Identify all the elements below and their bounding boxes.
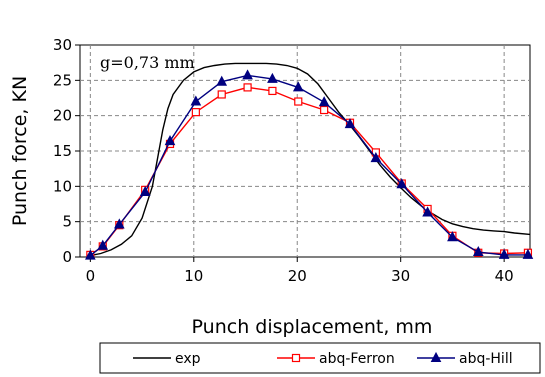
y-tick-label: 5 (62, 213, 72, 231)
y-tick-label: 10 (53, 177, 72, 195)
y-axis-title: Punch force, KN (9, 76, 31, 226)
series-layer (85, 62, 534, 260)
y-tick-labels: 0 5 10 15 20 25 30 (53, 36, 80, 266)
data-point-abq-hill (318, 96, 330, 107)
data-point-abq-hill (242, 69, 253, 80)
legend-label: abq-Hill (459, 351, 513, 367)
series-line-exp (90, 62, 531, 257)
data-point-abq-ferron (217, 90, 226, 99)
legend-swatch-marker (430, 351, 442, 362)
legend-item-exp: exp (133, 351, 201, 367)
data-point-abq-hill (498, 248, 510, 259)
data-point-abq-hill (164, 135, 176, 146)
x-tick-label: 40 (495, 267, 514, 285)
data-point-abq-ferron (268, 86, 277, 96)
legend-item-abq-ferron: abq-Ferron (277, 351, 395, 367)
legend-swatch-marker (291, 353, 301, 363)
x-tick-label: 30 (391, 267, 410, 285)
annotation: g=0,73 mm (100, 53, 195, 72)
x-tick-label: 10 (184, 267, 203, 285)
y-tick-label: 25 (53, 71, 72, 89)
x-tick-label: 0 (86, 267, 96, 285)
data-point-abq-hill (97, 239, 109, 250)
data-point-abq-hill (216, 75, 228, 86)
data-point-abq-hill (344, 118, 356, 129)
data-point-abq-hill (522, 248, 534, 259)
data-point-abq-hill (113, 218, 125, 229)
data-point-abq-hill (267, 72, 278, 83)
x-tick-label: 20 (288, 267, 307, 285)
legend-items: exp abq-Ferron abq-Hill (133, 351, 513, 367)
legend-label: exp (175, 351, 201, 367)
y-tick-label: 15 (53, 142, 72, 160)
data-point-abq-ferron (320, 105, 329, 115)
series-abq-hill (85, 69, 534, 260)
data-point-abq-hill (190, 95, 202, 106)
legend-label: abq-Ferron (319, 351, 395, 367)
grid (80, 45, 530, 257)
data-point-abq-hill (396, 178, 408, 189)
data-point-abq-hill (370, 151, 382, 163)
x-axis-title: Punch displacement, mm (192, 316, 433, 338)
legend-item-abq-hill: abq-Hill (417, 351, 513, 367)
data-point-abq-hill (139, 185, 151, 196)
data-point-abq-hill (85, 249, 96, 260)
y-tick-label: 0 (62, 248, 72, 266)
x-tick-labels: 0 10 20 30 40 (86, 257, 514, 285)
data-point-abq-hill (422, 206, 433, 217)
data-point-abq-hill (447, 231, 458, 242)
data-point-abq-ferron (294, 97, 303, 106)
y-tick-label: 30 (53, 36, 72, 54)
data-point-abq-ferron (191, 108, 200, 117)
data-point-abq-ferron (243, 83, 252, 92)
series-exp (90, 62, 531, 257)
legend-box (99, 342, 541, 374)
data-point-abq-hill (292, 81, 304, 92)
data-point-abq-hill (472, 245, 484, 257)
y-tick-label: 20 (53, 107, 72, 125)
legend: exp abq-Ferron abq-Hill (99, 342, 541, 374)
